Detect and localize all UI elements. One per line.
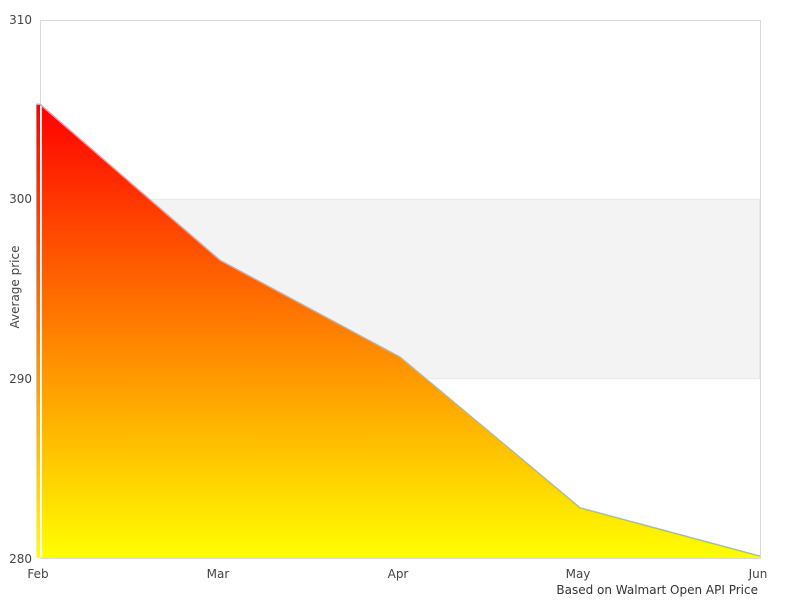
y-tick-300: 300 [9, 192, 32, 206]
x-tick-mar: Mar [206, 567, 230, 581]
x-tick-feb: Feb [27, 567, 49, 581]
chart-caption: Based on Walmart Open API Price [556, 583, 758, 597]
x-tick-may: May [565, 567, 591, 581]
y-tick-310: 310 [9, 13, 32, 27]
x-tick-jun: Jun [748, 567, 768, 581]
y-tick-280: 280 [9, 552, 32, 566]
price-area-fill [36, 104, 760, 559]
price-line [36, 103, 761, 557]
y-axis-title: Average price [8, 245, 22, 329]
y-tick-290: 290 [9, 372, 32, 386]
x-tick-apr: Apr [387, 567, 409, 581]
